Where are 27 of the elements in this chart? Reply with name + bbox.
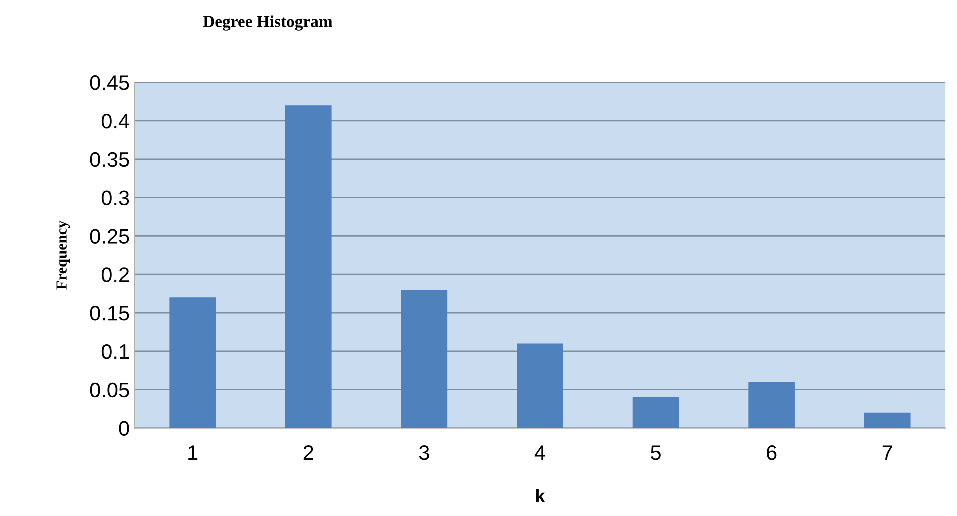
bar xyxy=(170,298,216,428)
y-tick-label: 0 xyxy=(119,421,130,436)
y-tick-label: 0.45 xyxy=(90,76,130,90)
bar xyxy=(285,106,332,428)
x-tick-label: 3 xyxy=(419,445,430,460)
x-tick-label: 4 xyxy=(534,446,546,460)
y-tick-label: 0.2 xyxy=(102,268,130,282)
x-tick-label: 7 xyxy=(882,446,892,460)
x-tick-label: 2 xyxy=(304,445,314,460)
y-tick-label: 0.4 xyxy=(102,114,130,129)
chart-title: Degree Histogram xyxy=(203,16,333,31)
bar xyxy=(401,290,448,428)
y-tick-label: 0.1 xyxy=(102,344,130,360)
x-tick-label: 5 xyxy=(651,446,661,460)
bar xyxy=(748,382,795,428)
bar xyxy=(864,412,911,428)
bar xyxy=(632,398,680,428)
y-tick-label: 0.15 xyxy=(90,306,130,321)
x-axis-title: k xyxy=(536,489,546,502)
x-tick-label: 6 xyxy=(767,445,777,460)
y-tick-label: 0.3 xyxy=(102,190,130,206)
y-tick-label: 0.25 xyxy=(90,229,130,244)
y-axis-title: Frequency xyxy=(56,220,70,290)
bar xyxy=(517,344,564,428)
y-tick-label: 0.35 xyxy=(90,152,130,168)
x-tick-label: 1 xyxy=(188,446,198,460)
y-tick-label: 0.05 xyxy=(90,382,130,398)
